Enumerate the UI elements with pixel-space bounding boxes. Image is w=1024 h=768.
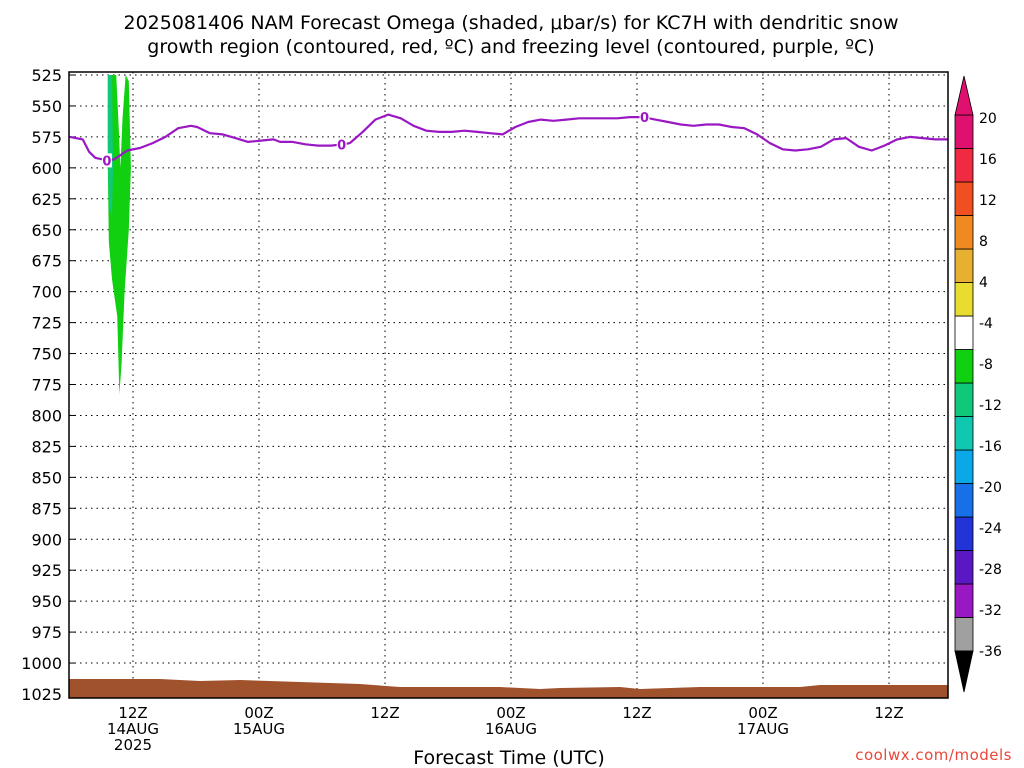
colorbar-bin xyxy=(954,516,974,551)
colorbar-tick-label: 8 xyxy=(979,234,988,250)
colorbar-tick-label: -32 xyxy=(979,603,1002,619)
colorbar-top-arrow xyxy=(954,75,974,116)
colorbar-tick-label: 12 xyxy=(979,193,997,209)
plot-background xyxy=(69,72,948,698)
freezing-level-line xyxy=(69,113,948,162)
contour-label-bg xyxy=(639,110,650,125)
colorbar-tick-label: -28 xyxy=(979,562,1002,578)
omega-shade-strong xyxy=(107,75,114,218)
y-tick-label: 725 xyxy=(31,314,62,333)
freezing-level-label: 0 xyxy=(102,154,111,169)
y-tick-label: 625 xyxy=(31,190,62,209)
colorbar-tick-label: -16 xyxy=(979,439,1002,455)
colorbar-tick-label: 20 xyxy=(979,111,997,127)
y-tick-label: 775 xyxy=(31,376,62,395)
colorbar-tick-label: -8 xyxy=(979,357,993,373)
y-tick-label: 550 xyxy=(31,97,62,116)
freezing-level-label: 0 xyxy=(337,138,346,153)
y-tick-label: 700 xyxy=(31,283,62,302)
freezing-level-label: 0 xyxy=(640,111,649,126)
x-tick-label: 14AUG xyxy=(107,720,159,738)
x-tick-label: 15AUG xyxy=(233,720,285,738)
x-tick-label: 12Z xyxy=(118,704,147,722)
contour-label-bg xyxy=(101,153,112,168)
colorbar-bin xyxy=(954,550,974,585)
x-tick-label: 12Z xyxy=(622,704,651,722)
colorbar-tick-label: -4 xyxy=(979,316,993,332)
colorbar-bin xyxy=(954,416,974,451)
colorbar-bin xyxy=(954,282,974,317)
y-tick-label: 925 xyxy=(31,561,62,580)
y-axis-ticks: 525 550 575 600 625 650 675 700 725 750 775 800 825 8… xyxy=(21,66,62,704)
x-tick-label: 00Z xyxy=(748,704,777,722)
plot-frame xyxy=(68,71,949,699)
colorbar-bin xyxy=(954,248,974,283)
colorbar-bin xyxy=(954,349,974,384)
y-tick-label: 800 xyxy=(31,406,62,425)
y-tick-label: 525 xyxy=(31,66,62,85)
y-tick-label: 850 xyxy=(31,468,62,487)
y-tick-label: 575 xyxy=(31,128,62,147)
y-tick-label: 950 xyxy=(31,592,62,611)
y-tick-label: 900 xyxy=(31,530,62,549)
omega-colorbar: 20 16 12 8 4 -4 -8 -12 -16 -20 -24 -28 -32 -36 xyxy=(954,75,1002,693)
colorbar-bin xyxy=(954,181,974,216)
y-tick-label: 975 xyxy=(31,623,62,642)
y-tick-label: 600 xyxy=(31,159,62,178)
x-tick-label: 00Z xyxy=(496,704,525,722)
plot-area: 0 0 0 xyxy=(68,71,949,699)
colorbar-tick-label: -20 xyxy=(979,480,1002,496)
colorbar-tick-label: -24 xyxy=(979,521,1002,537)
x-tick-label: 2025 xyxy=(114,736,152,754)
colorbar-bin xyxy=(954,382,974,417)
colorbar-tick-label: -36 xyxy=(979,644,1002,660)
y-tick-label: 675 xyxy=(31,252,62,271)
contour-label-bg xyxy=(336,137,347,152)
y-tick-label: 825 xyxy=(31,437,62,456)
colorbar-bin xyxy=(954,449,974,484)
chart-title-line1: 2025081406 NAM Forecast Omega (shaded, μ… xyxy=(123,12,898,34)
colorbar-bin xyxy=(954,583,974,618)
colorbar-bin xyxy=(954,114,974,149)
site-credit: coolwx.com/models xyxy=(855,746,1012,764)
colorbar-bin xyxy=(954,617,974,652)
colorbar-bin xyxy=(954,215,974,250)
colorbar-tick-label: 16 xyxy=(979,152,997,168)
y-tick-label: 875 xyxy=(31,499,62,518)
y-tick-label: 650 xyxy=(31,221,62,240)
colorbar-bottom-arrow xyxy=(954,650,974,693)
terrain-fill xyxy=(69,679,948,698)
y-tick-label: 750 xyxy=(31,345,62,364)
x-tick-label: 00Z xyxy=(244,704,273,722)
omega-shade-weak xyxy=(107,75,131,395)
colorbar-bin xyxy=(954,148,974,183)
x-tick-label: 16AUG xyxy=(485,720,537,738)
colorbar-bin xyxy=(954,315,974,350)
colorbar-tick-label: 4 xyxy=(979,275,988,291)
x-axis-label: Forecast Time (UTC) xyxy=(413,747,604,768)
y-tick-label: 1025 xyxy=(21,685,62,704)
chart-title-line2: growth region (contoured, red, ºC) and f… xyxy=(147,36,874,58)
x-tick-label: 17AUG xyxy=(737,720,789,738)
y-tick-label: 1000 xyxy=(21,654,62,673)
x-tick-label: 12Z xyxy=(874,704,903,722)
x-tick-label: 12Z xyxy=(370,704,399,722)
colorbar-bin xyxy=(954,483,974,518)
colorbar-tick-label: -12 xyxy=(979,398,1002,414)
